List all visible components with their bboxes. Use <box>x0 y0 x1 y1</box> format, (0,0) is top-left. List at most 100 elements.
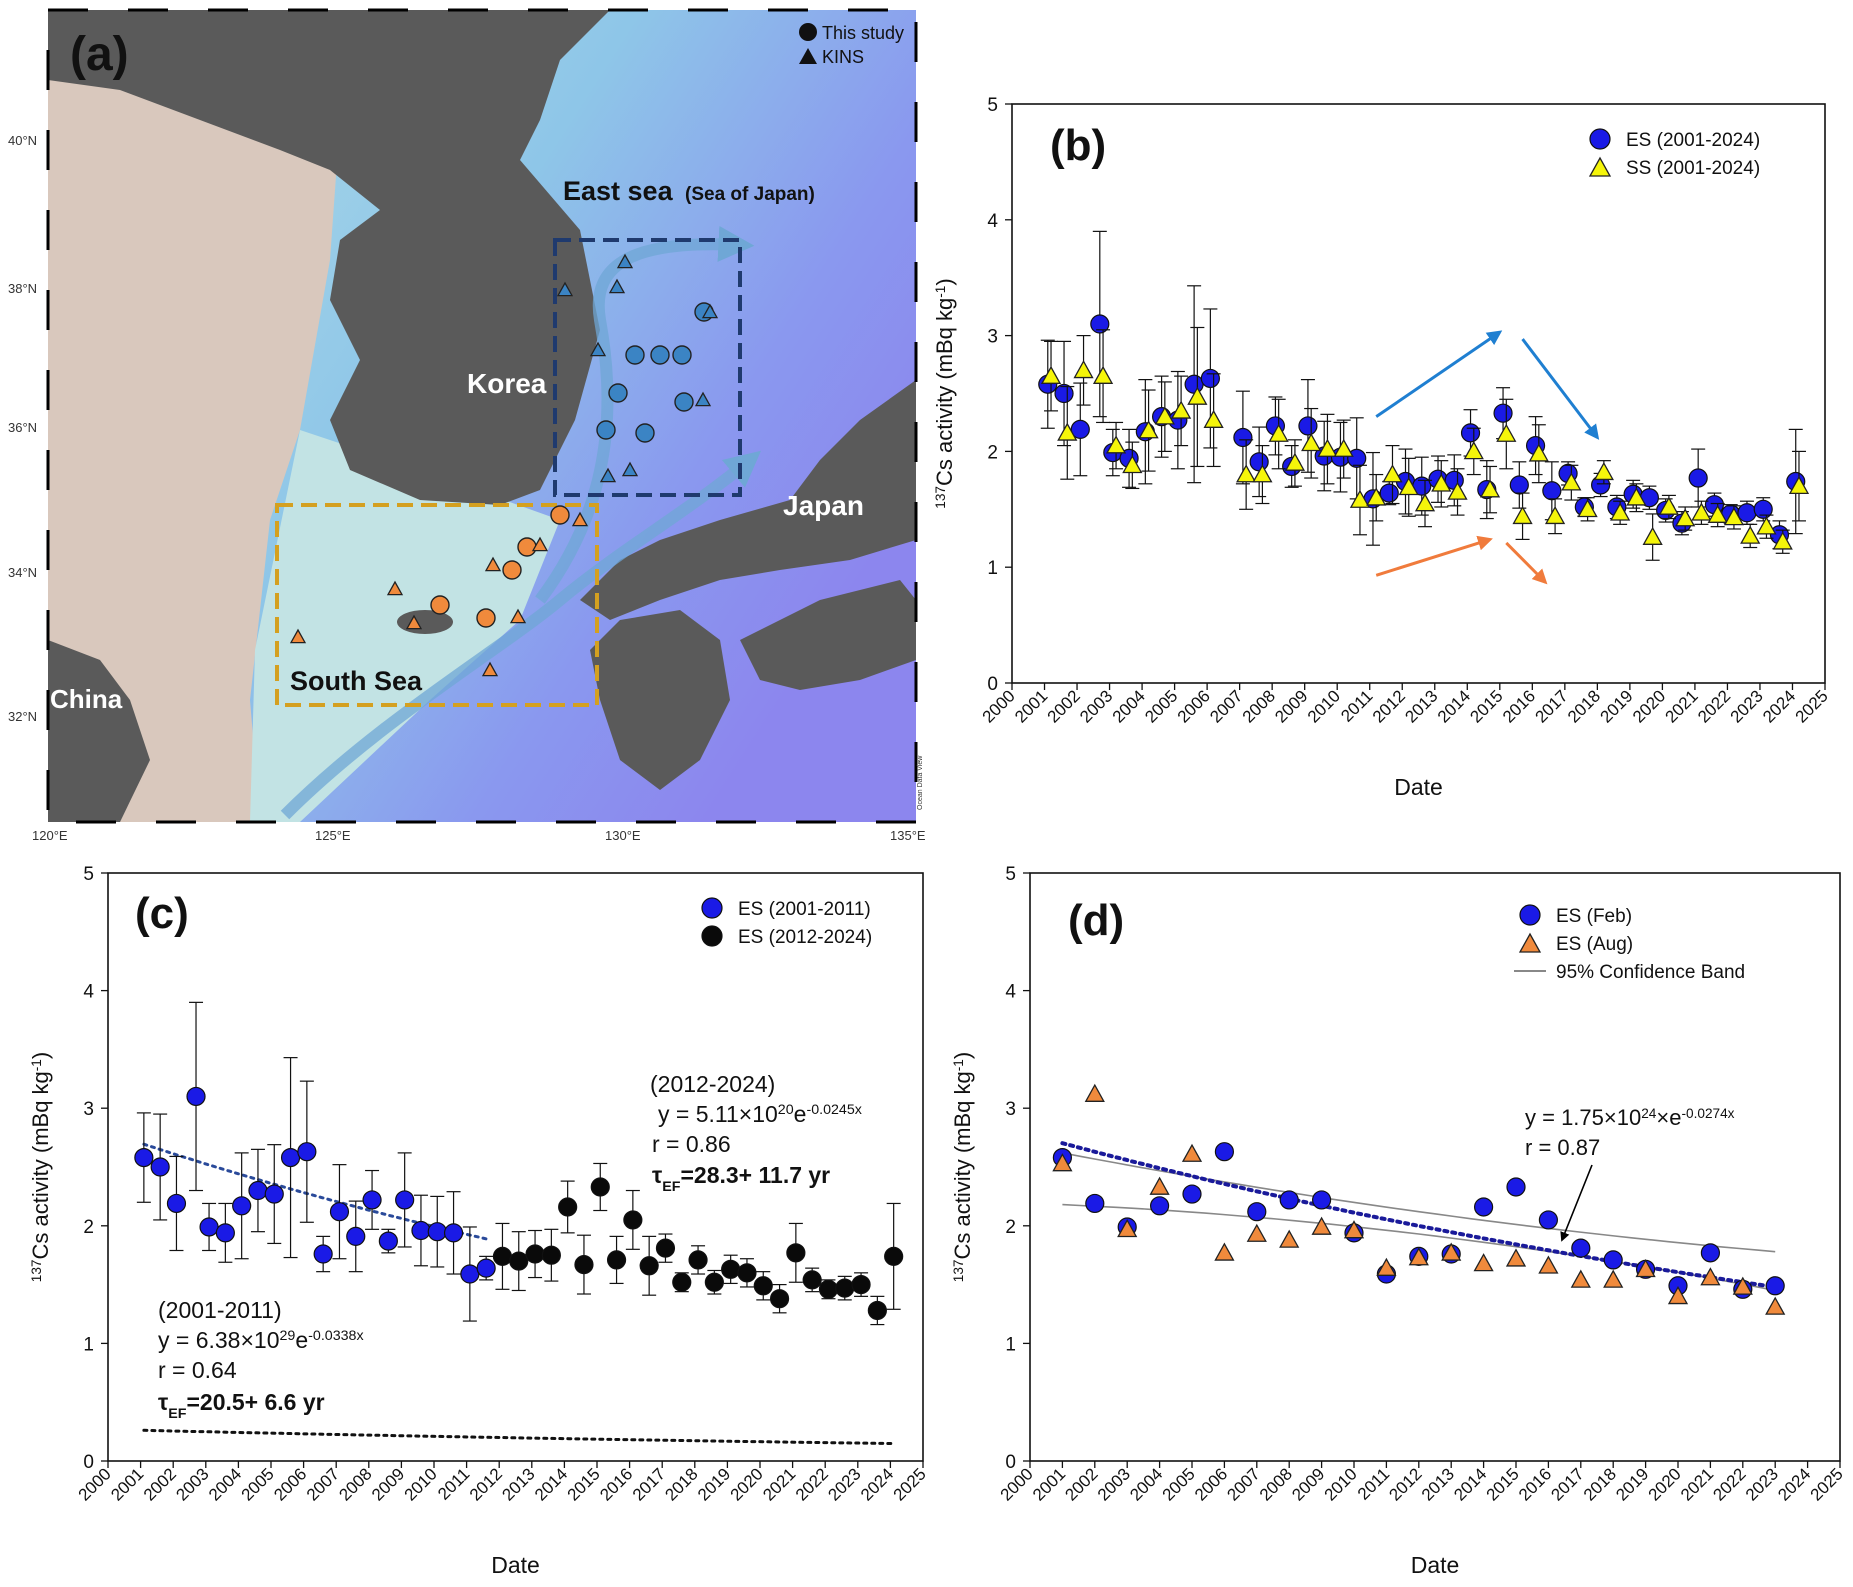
y-tick-label: 0 <box>1005 1452 1016 1473</box>
x-tick-label: 2018 <box>1580 1464 1620 1504</box>
x-tick-label: 2003 <box>172 1464 212 1504</box>
x-tick-label: 2019 <box>1612 1464 1652 1504</box>
data-point-triangle <box>1538 1255 1559 1274</box>
annotation-fit2-equation-part: e <box>794 1101 807 1127</box>
data-point-triangle <box>1398 476 1419 496</box>
annotation-fit-equation-part: 24 <box>1641 1106 1657 1121</box>
data-point-circle <box>1149 1196 1170 1216</box>
x-tick-label: 2010 <box>401 1464 441 1504</box>
x-tick-label: 2019 <box>694 1464 734 1504</box>
es-station-circle-marker <box>650 345 670 365</box>
data-point-circle <box>786 1243 806 1263</box>
data-point-triangle <box>1040 365 1062 384</box>
annotation-fit2-tau-part: τ <box>652 1162 662 1188</box>
data-point-circle <box>1509 475 1529 495</box>
y-tick-label: 5 <box>1005 864 1016 885</box>
annotation-pointer-arrow <box>1560 1164 1593 1242</box>
shikoku-land <box>740 580 916 690</box>
map-panel: (a) This study KINS Korea Japan China Ea… <box>8 8 926 843</box>
data-point-triangle <box>1723 507 1745 526</box>
x-tick-label: 2019 <box>1597 686 1637 726</box>
x-tick-label: 2010 <box>1304 686 1344 726</box>
es-station-triangle-marker <box>616 253 634 269</box>
ss-station-circle-marker <box>476 608 496 628</box>
x-tick-label: 2014 <box>1434 686 1474 726</box>
legend-marker-circle <box>701 897 723 919</box>
data-point-circle <box>264 1184 284 1204</box>
y-tick-label: 3 <box>1005 1099 1016 1120</box>
y-tick-label: 2 <box>1005 1217 1016 1238</box>
annotation-fit2-equation: y = 5.11×1020e-0.0245x <box>658 1101 862 1127</box>
data-point-circle <box>1688 468 1708 488</box>
data-point-circle <box>606 1250 627 1270</box>
y-axis-label-part: -1 <box>951 1059 966 1071</box>
lon-label-130: 130°E <box>605 828 641 843</box>
x-tick-label: 2012 <box>466 1464 506 1504</box>
x-tick-label: 2016 <box>1499 686 1539 726</box>
data-point-circle <box>655 1238 676 1258</box>
data-point-circle <box>1233 427 1253 448</box>
data-point-triangle <box>1084 1083 1105 1102</box>
y-axis-label: 137Cs activity (mBq kg-1) <box>28 1052 53 1282</box>
y-tick-label: 1 <box>83 1334 94 1355</box>
es-station-triangle-marker <box>621 461 639 477</box>
data-point-circle <box>1085 1193 1105 1214</box>
label-south-sea: South Sea <box>290 666 423 696</box>
x-tick-label: 2000 <box>75 1464 115 1504</box>
data-point-triangle <box>1642 526 1663 545</box>
japan-land <box>580 380 916 620</box>
data-point-circle <box>1700 1243 1721 1263</box>
jeju-island <box>397 610 453 634</box>
data-point-circle <box>280 1147 301 1168</box>
legend-kins: KINS <box>822 47 864 67</box>
y-axis-label-part: 137 <box>29 1259 44 1282</box>
annotation-fit1-equation-part: 29 <box>280 1328 296 1344</box>
legend-circle-icon <box>799 23 817 41</box>
x-tick-label: 2025 <box>1807 1464 1847 1504</box>
data-point-circle <box>1279 1190 1299 1210</box>
data-point-circle <box>688 1250 708 1270</box>
data-point-triangle <box>1092 365 1114 384</box>
x-tick-label: 2001 <box>1029 1464 1069 1504</box>
y-axis-label: 137Cs activity (mBq kg-1) <box>950 1052 975 1282</box>
annotation-fit2-tau-part: EF <box>662 1179 681 1195</box>
panel-label: (b) <box>1050 121 1106 170</box>
annotation-fit1-tau-part: τ <box>158 1389 168 1415</box>
data-point-triangle <box>1691 502 1712 521</box>
data-point-circle <box>884 1246 904 1266</box>
data-point-circle <box>818 1279 839 1299</box>
data-point-triangle <box>1505 1248 1527 1267</box>
x-tick-label: 2003 <box>1094 1464 1134 1504</box>
data-point-triangle <box>1512 505 1533 525</box>
data-point-triangle <box>1349 489 1371 508</box>
x-tick-label: 2020 <box>1645 1464 1685 1504</box>
ss-station-circle-marker <box>502 560 522 580</box>
y-axis-label-part: 137 <box>933 486 948 509</box>
ss-station-triangle-marker <box>289 628 307 644</box>
east-sea-box <box>553 238 742 497</box>
data-point-triangle <box>1414 493 1436 512</box>
data-point-triangle <box>1268 423 1289 442</box>
data-point-circle <box>558 1197 578 1217</box>
x-tick-label: 2015 <box>1483 1464 1523 1504</box>
data-point-triangle <box>1052 1153 1073 1172</box>
data-point-circle <box>1054 383 1074 404</box>
kyushu-land <box>590 610 730 790</box>
x-tick-label: 2012 <box>1385 1464 1425 1504</box>
chart-panel-c: 2000200120022003200420052006200720082009… <box>28 864 930 1578</box>
data-point-circle <box>313 1244 333 1264</box>
data-point-circle <box>1753 499 1773 519</box>
x-tick-label: 2023 <box>1727 686 1767 726</box>
y-tick-label: 4 <box>83 982 94 1003</box>
annotation-fit-equation: y = 1.75×1024×e-0.0274x <box>1525 1105 1735 1130</box>
data-point-triangle <box>1610 502 1631 521</box>
x-tick-label: 2011 <box>1337 686 1376 725</box>
tsushima-current-arrow <box>280 450 762 820</box>
annotation-fit1-equation-part: y = 6.38×10 <box>158 1327 280 1353</box>
data-point-triangle <box>1675 508 1696 527</box>
annotation-fit1-equation-part: -0.0338x <box>308 1328 363 1344</box>
data-point-circle <box>134 1147 154 1168</box>
x-tick-label: 2025 <box>890 1464 930 1504</box>
data-point-circle <box>1603 1250 1623 1270</box>
china-land <box>48 640 150 822</box>
